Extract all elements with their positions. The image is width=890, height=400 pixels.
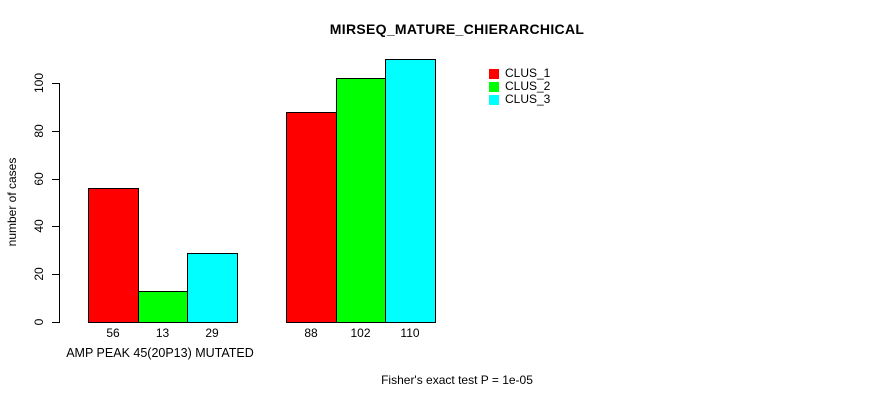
- y-tick-label: 40: [32, 219, 46, 233]
- y-tick-mark: [52, 83, 59, 84]
- bar-clus_3-group1: [187, 253, 238, 323]
- bar-clus_3-group2: [385, 59, 436, 323]
- bar-value-label: 13: [155, 326, 170, 340]
- y-tick-label: 80: [32, 124, 46, 138]
- bar-value-label: 56: [106, 326, 120, 340]
- bar-value-label: 88: [304, 326, 318, 340]
- legend-swatch-clus_3: [489, 94, 499, 105]
- y-axis-line: [59, 83, 60, 323]
- y-axis-title: number of cases: [5, 157, 19, 247]
- bar-value-label: 29: [205, 326, 219, 340]
- bar-value-label: 102: [350, 326, 371, 340]
- y-tick-mark: [52, 322, 59, 323]
- y-tick-label: 60: [32, 172, 46, 186]
- y-tick-mark: [52, 274, 59, 275]
- legend-swatch-clus_1: [489, 68, 499, 79]
- legend-label: CLUS_3: [505, 92, 551, 106]
- legend-item-clus_1: CLUS_1: [489, 67, 550, 80]
- pvalue-annotation: Fisher's exact test P = 1e-05: [381, 373, 533, 387]
- bar-clus_1-group1: [88, 188, 139, 323]
- legend-label: CLUS_1: [505, 66, 551, 80]
- legend: CLUS_1 CLUS_2 CLUS_3: [489, 67, 550, 106]
- y-tick-mark: [52, 131, 59, 132]
- bar-clus_2-group1: [138, 291, 188, 323]
- bar-clus_2-group2: [336, 78, 386, 323]
- x-axis-group-label: AMP PEAK 45(20P13) MUTATED: [66, 346, 254, 360]
- y-tick-label: 0: [32, 318, 46, 326]
- y-tick-label: 100: [32, 72, 46, 94]
- chart-title: MIRSEQ_MATURE_CHIERARCHICAL: [329, 21, 585, 37]
- legend-swatch-clus_2: [489, 81, 499, 92]
- bar-clus_1-group2: [286, 112, 337, 323]
- legend-item-clus_2: CLUS_2: [489, 80, 550, 93]
- legend-item-clus_3: CLUS_3: [489, 93, 550, 106]
- y-tick-label: 20: [32, 267, 46, 281]
- y-tick-mark: [52, 226, 59, 227]
- y-tick-mark: [52, 179, 59, 180]
- bar-value-label: 110: [400, 326, 420, 340]
- legend-label: CLUS_2: [505, 79, 551, 93]
